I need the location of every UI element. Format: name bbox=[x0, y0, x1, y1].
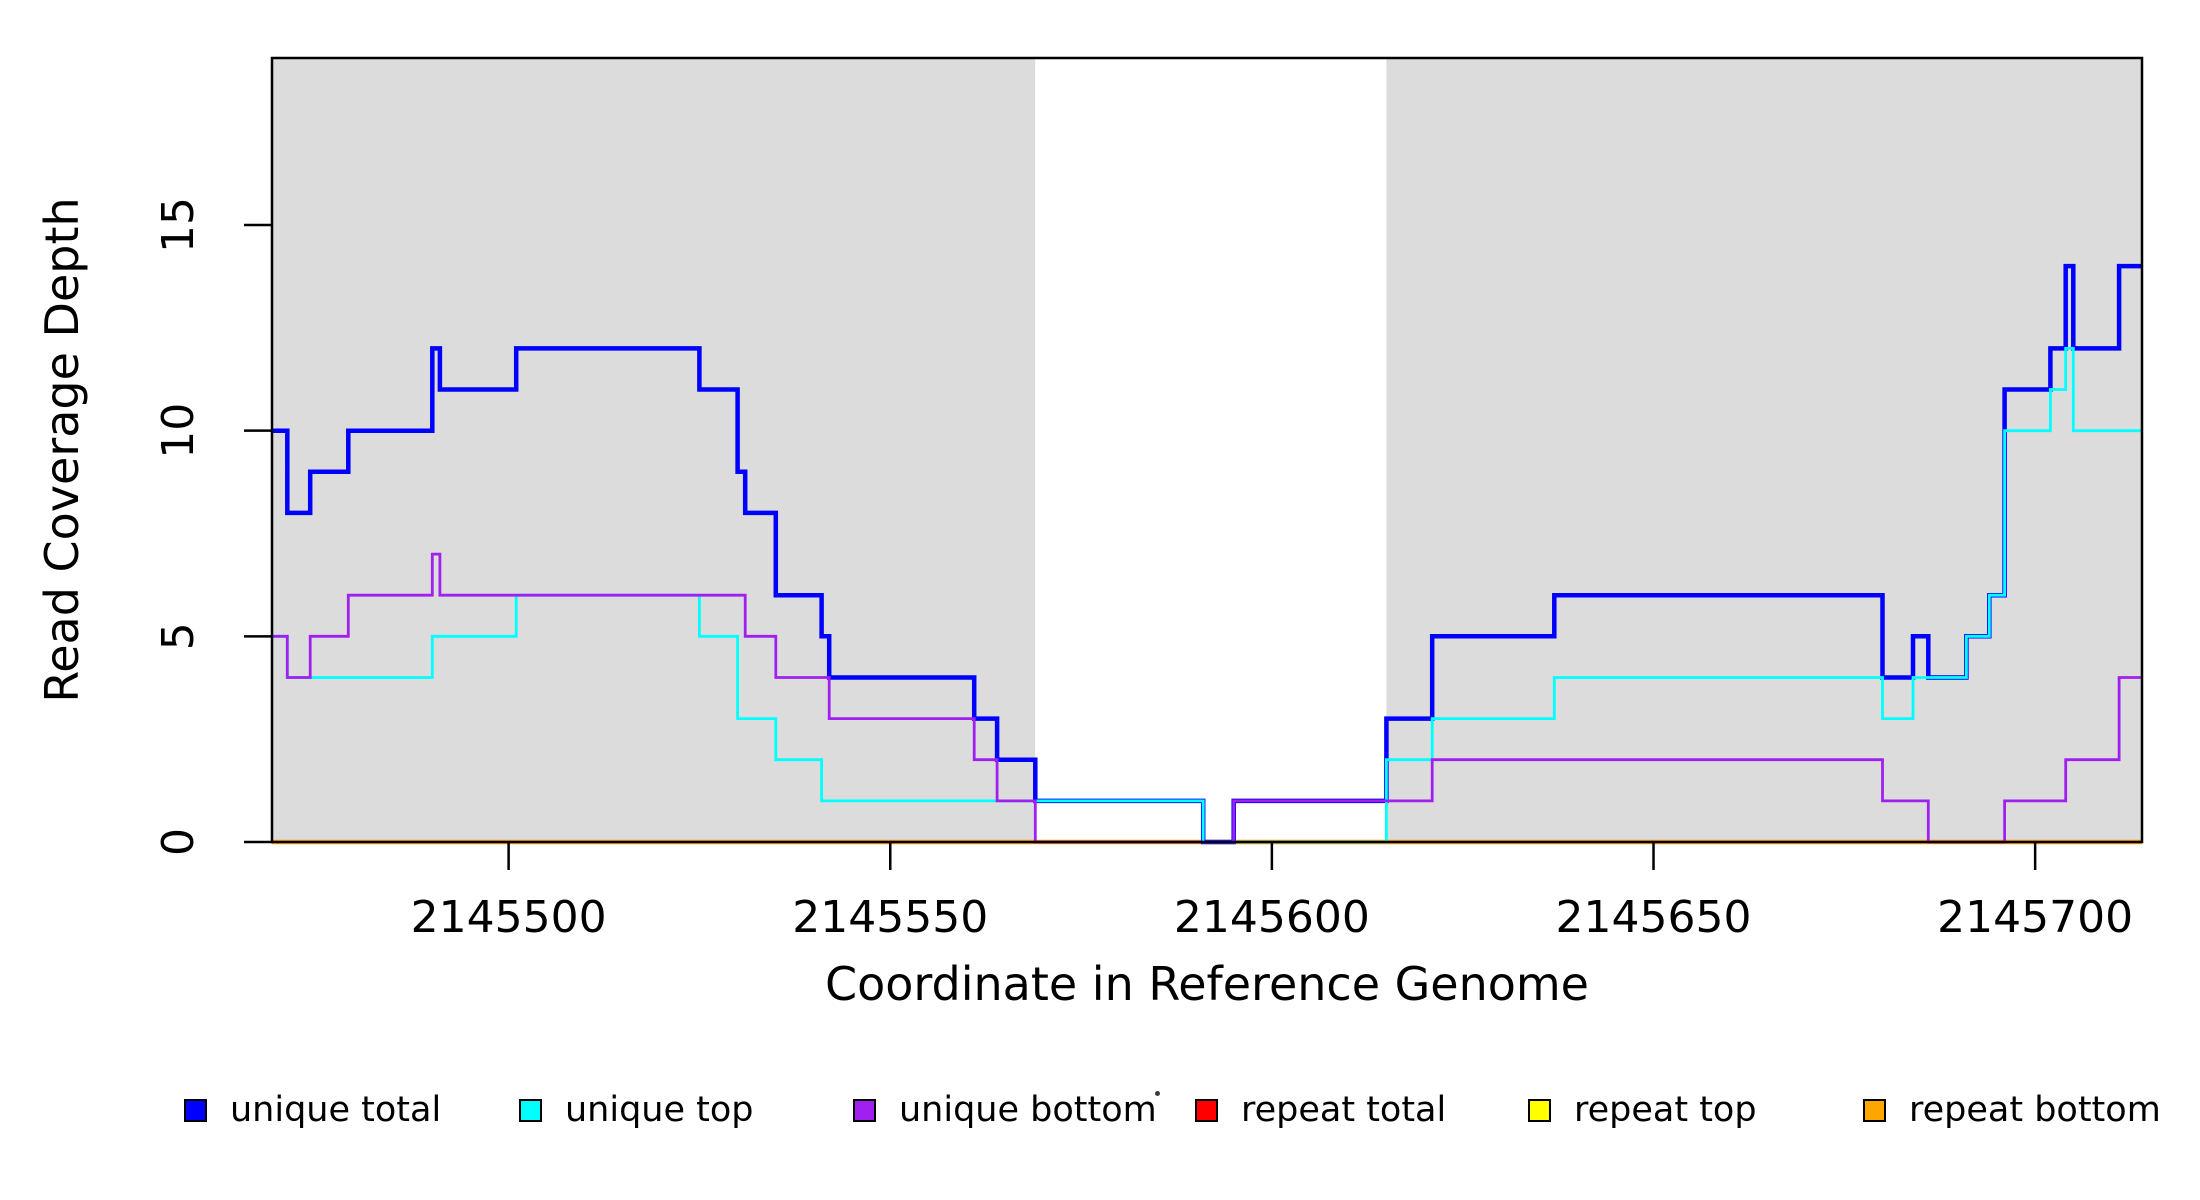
legend-item-unique-bottom: unique bottom bbox=[853, 1090, 1157, 1130]
legend-label: repeat top bbox=[1574, 1090, 1757, 1130]
legend-label: unique total bbox=[230, 1090, 442, 1130]
legend-item-unique-top: unique top bbox=[519, 1090, 754, 1130]
x-axis-title: Coordinate in Reference Genome bbox=[825, 957, 1589, 1011]
y-tick-label-1: 5 bbox=[153, 622, 204, 650]
repeat-bottom-swatch-icon bbox=[1863, 1098, 1886, 1122]
x-tick-label-3: 2145650 bbox=[1556, 892, 1752, 943]
legend-label: repeat bottom bbox=[1909, 1090, 2161, 1130]
coverage-gap-region bbox=[1035, 58, 1387, 842]
legend-item-repeat-top: repeat top bbox=[1528, 1090, 1757, 1130]
legend-label: unique top bbox=[565, 1090, 754, 1130]
x-tick-label-4: 2145700 bbox=[1937, 892, 2133, 943]
legend: unique total unique top unique bottom re… bbox=[0, 0, 2200, 1130]
unique-top-swatch-icon bbox=[519, 1098, 542, 1122]
y-tick-label-2: 10 bbox=[153, 403, 204, 459]
x-tick-label-2: 2145600 bbox=[1174, 892, 1370, 943]
legend-item-unique-total: unique total bbox=[184, 1090, 441, 1130]
legend-item-repeat-total: repeat total bbox=[1195, 1090, 1446, 1130]
x-tick-label-1: 2145550 bbox=[792, 892, 988, 943]
y-axis-title: Read Coverage Depth bbox=[35, 197, 89, 702]
stray-dot-artifact bbox=[1155, 1091, 1160, 1096]
y-tick-label-0: 0 bbox=[153, 828, 204, 856]
repeat-total-swatch-icon bbox=[1195, 1098, 1218, 1122]
legend-label: repeat total bbox=[1241, 1090, 1447, 1130]
legend-label: unique bottom bbox=[899, 1090, 1157, 1130]
x-tick-label-0: 2145500 bbox=[411, 892, 607, 943]
gray-region-right bbox=[1386, 58, 2142, 842]
plot-border bbox=[270, 56, 2144, 844]
gray-region-left bbox=[272, 58, 1036, 842]
y-tick-label-3: 15 bbox=[153, 197, 204, 253]
unique-bottom-swatch-icon bbox=[853, 1098, 876, 1122]
repeat-top-swatch-icon bbox=[1528, 1098, 1551, 1122]
legend-item-repeat-bottom: repeat bottom bbox=[1863, 1090, 2161, 1130]
unique-total-swatch-icon bbox=[184, 1098, 207, 1122]
